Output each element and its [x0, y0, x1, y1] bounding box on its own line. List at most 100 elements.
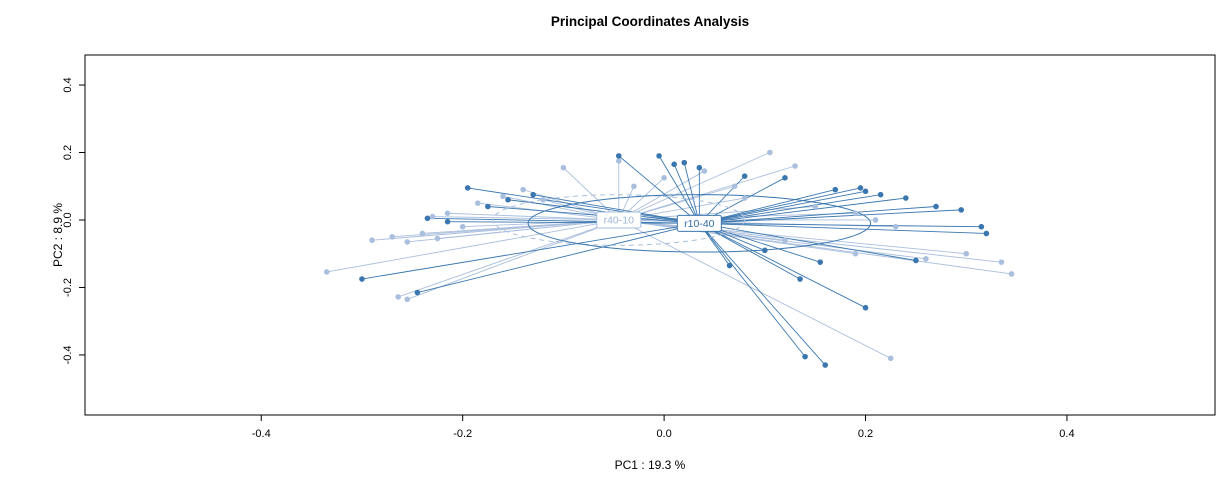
spider-line [699, 194, 881, 224]
chart-title: Principal Coordinates Analysis [550, 14, 750, 29]
spider-line [699, 197, 906, 224]
data-point [923, 255, 929, 262]
data-point [540, 196, 547, 203]
data-point [419, 230, 426, 237]
data-point [1008, 271, 1015, 277]
group-ellipse [492, 194, 746, 246]
group-ellipse [527, 194, 872, 253]
data-point [852, 210, 859, 217]
data-point [505, 196, 511, 203]
y-tick-label: -0.4 [62, 345, 74, 364]
data-point [485, 203, 491, 210]
spider-line [618, 152, 771, 221]
data-point [762, 247, 768, 254]
data-point [792, 163, 798, 169]
data-point [978, 223, 985, 230]
data-point [389, 234, 395, 240]
spider-line [699, 206, 937, 224]
data-point [444, 218, 451, 225]
data-point [681, 159, 688, 166]
data-point [832, 186, 839, 193]
data-point [369, 237, 375, 244]
data-point [726, 262, 733, 269]
data-point [963, 250, 970, 257]
spider-line [417, 222, 700, 293]
data-point [877, 191, 884, 198]
spider-line [533, 194, 700, 224]
data-point [741, 195, 748, 201]
data-point [852, 250, 859, 257]
data-point [359, 276, 365, 282]
data-point [817, 259, 824, 265]
spider-line [618, 155, 700, 224]
y-tick-label: 0.0 [62, 212, 74, 227]
spider-line [361, 222, 700, 280]
data-point [530, 191, 536, 198]
data-point [631, 183, 637, 190]
spider-line [618, 219, 896, 228]
spider-line [467, 187, 700, 224]
spider-line [618, 219, 967, 255]
data-point [560, 164, 567, 171]
data-point [903, 195, 909, 201]
plot-box [84, 54, 1216, 416]
data-point [933, 203, 939, 210]
spider-line [427, 217, 700, 224]
x-tick-label: 0.2 [858, 428, 873, 440]
data-point [474, 200, 481, 206]
spider-line [447, 221, 700, 224]
spider-line [437, 219, 619, 239]
data-point [444, 210, 451, 217]
spider-line [618, 212, 856, 221]
data-point [998, 259, 1005, 265]
spider-line [618, 165, 796, 221]
data-point [395, 294, 402, 300]
data-point [731, 183, 738, 190]
spider-line [699, 189, 836, 224]
y-tick-label: 0.2 [62, 145, 74, 160]
data-point [404, 296, 411, 303]
spider-line [398, 219, 619, 298]
data-point [429, 213, 436, 220]
spider-line [563, 167, 620, 221]
x-tick-label: 0.0 [656, 428, 671, 440]
spider-line [699, 222, 987, 234]
spider-line [432, 216, 619, 221]
data-point [782, 237, 788, 244]
centroid-label: r10-40 [684, 218, 715, 230]
centroid-label: r40-10 [604, 214, 635, 226]
data-point [656, 153, 662, 159]
spider-line [618, 219, 891, 359]
data-point [797, 276, 803, 282]
data-point [822, 362, 829, 368]
data-point [872, 217, 879, 223]
spider-line [698, 223, 806, 357]
spider-line [326, 219, 619, 273]
data-point [661, 175, 667, 181]
centroid-label-box [676, 214, 722, 232]
x-tick-label: -0.4 [252, 428, 271, 440]
spider-line [699, 209, 962, 224]
data-point [983, 230, 990, 237]
data-point [520, 186, 526, 193]
data-point [414, 289, 421, 296]
data-point [862, 188, 869, 195]
data-point [434, 235, 441, 242]
spider-line [673, 164, 700, 224]
data-point [892, 223, 899, 230]
data-point [862, 304, 869, 311]
spider-line [487, 206, 700, 224]
y-axis-label: PC2 : 8.9 % [51, 202, 65, 268]
data-point [958, 207, 965, 213]
x-tick-label: -0.2 [453, 428, 472, 440]
spider-line [699, 223, 826, 366]
data-point [696, 164, 703, 171]
data-point [671, 161, 677, 168]
data-point [741, 173, 748, 179]
data-point [701, 168, 708, 174]
data-point [913, 257, 919, 264]
data-point [887, 355, 894, 362]
x-axis-label: PC1 : 19.3 % [614, 458, 686, 472]
